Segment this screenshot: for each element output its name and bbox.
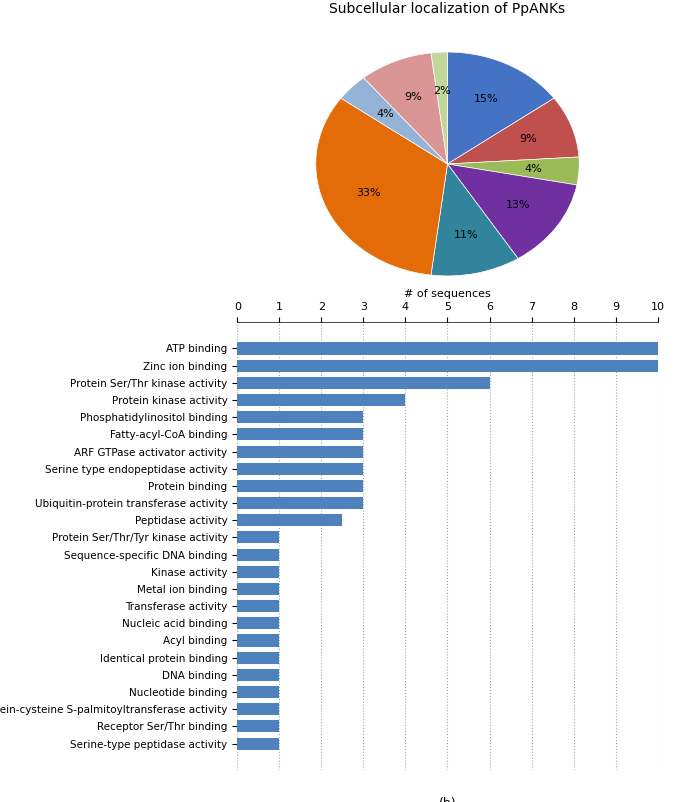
Wedge shape (316, 98, 447, 275)
Wedge shape (431, 52, 447, 164)
Bar (237, 411, 363, 423)
Bar (237, 532, 279, 544)
Text: 33%: 33% (357, 188, 381, 198)
Bar (237, 497, 363, 509)
Bar (237, 600, 279, 612)
Bar (237, 377, 490, 389)
Text: 11%: 11% (454, 230, 479, 240)
Bar (237, 565, 279, 577)
Bar (237, 428, 363, 440)
Bar (237, 618, 279, 630)
Bar (237, 583, 279, 595)
Text: (b): (b) (439, 797, 456, 802)
Text: 9%: 9% (405, 92, 422, 102)
Bar (237, 703, 279, 715)
Bar (237, 634, 279, 646)
Bar (237, 669, 279, 681)
Text: 9%: 9% (519, 135, 537, 144)
Title: Subcellular localization of PpANKs: Subcellular localization of PpANKs (330, 2, 565, 16)
Text: 15%: 15% (474, 94, 498, 104)
Bar (237, 738, 279, 750)
Bar (237, 549, 279, 561)
Wedge shape (431, 164, 518, 276)
X-axis label: # of sequences: # of sequences (404, 289, 491, 299)
Wedge shape (447, 164, 577, 258)
Bar (237, 720, 279, 732)
Text: 2%: 2% (433, 87, 451, 96)
Text: (a): (a) (439, 535, 456, 549)
Bar (237, 359, 658, 371)
Bar (237, 463, 363, 475)
Wedge shape (447, 98, 579, 164)
Text: 13%: 13% (506, 200, 531, 210)
Bar (237, 480, 363, 492)
Bar (237, 342, 658, 354)
Text: 4%: 4% (524, 164, 542, 173)
Bar (237, 446, 363, 458)
Wedge shape (341, 78, 447, 164)
Wedge shape (363, 53, 447, 164)
Bar (237, 652, 279, 664)
Legend: Cytoplasmic, Mitochondrial, Chloroplast, Membrane bound chloroplast, Plasma memb: Cytoplasmic, Mitochondrial, Chloroplast,… (275, 396, 620, 472)
Bar (237, 514, 342, 526)
Bar (237, 686, 279, 698)
Wedge shape (447, 52, 554, 164)
Wedge shape (447, 157, 579, 185)
Text: 4%: 4% (376, 109, 394, 119)
Bar (237, 394, 405, 406)
